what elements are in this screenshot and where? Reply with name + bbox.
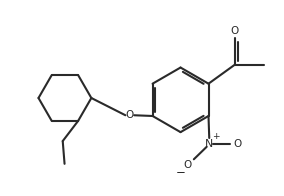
Text: O: O <box>233 139 241 149</box>
Text: +: + <box>212 132 220 141</box>
Text: −: − <box>176 166 185 179</box>
Text: O: O <box>183 160 192 170</box>
Text: N: N <box>205 139 213 149</box>
Text: O: O <box>231 26 239 36</box>
Text: O: O <box>126 110 134 120</box>
